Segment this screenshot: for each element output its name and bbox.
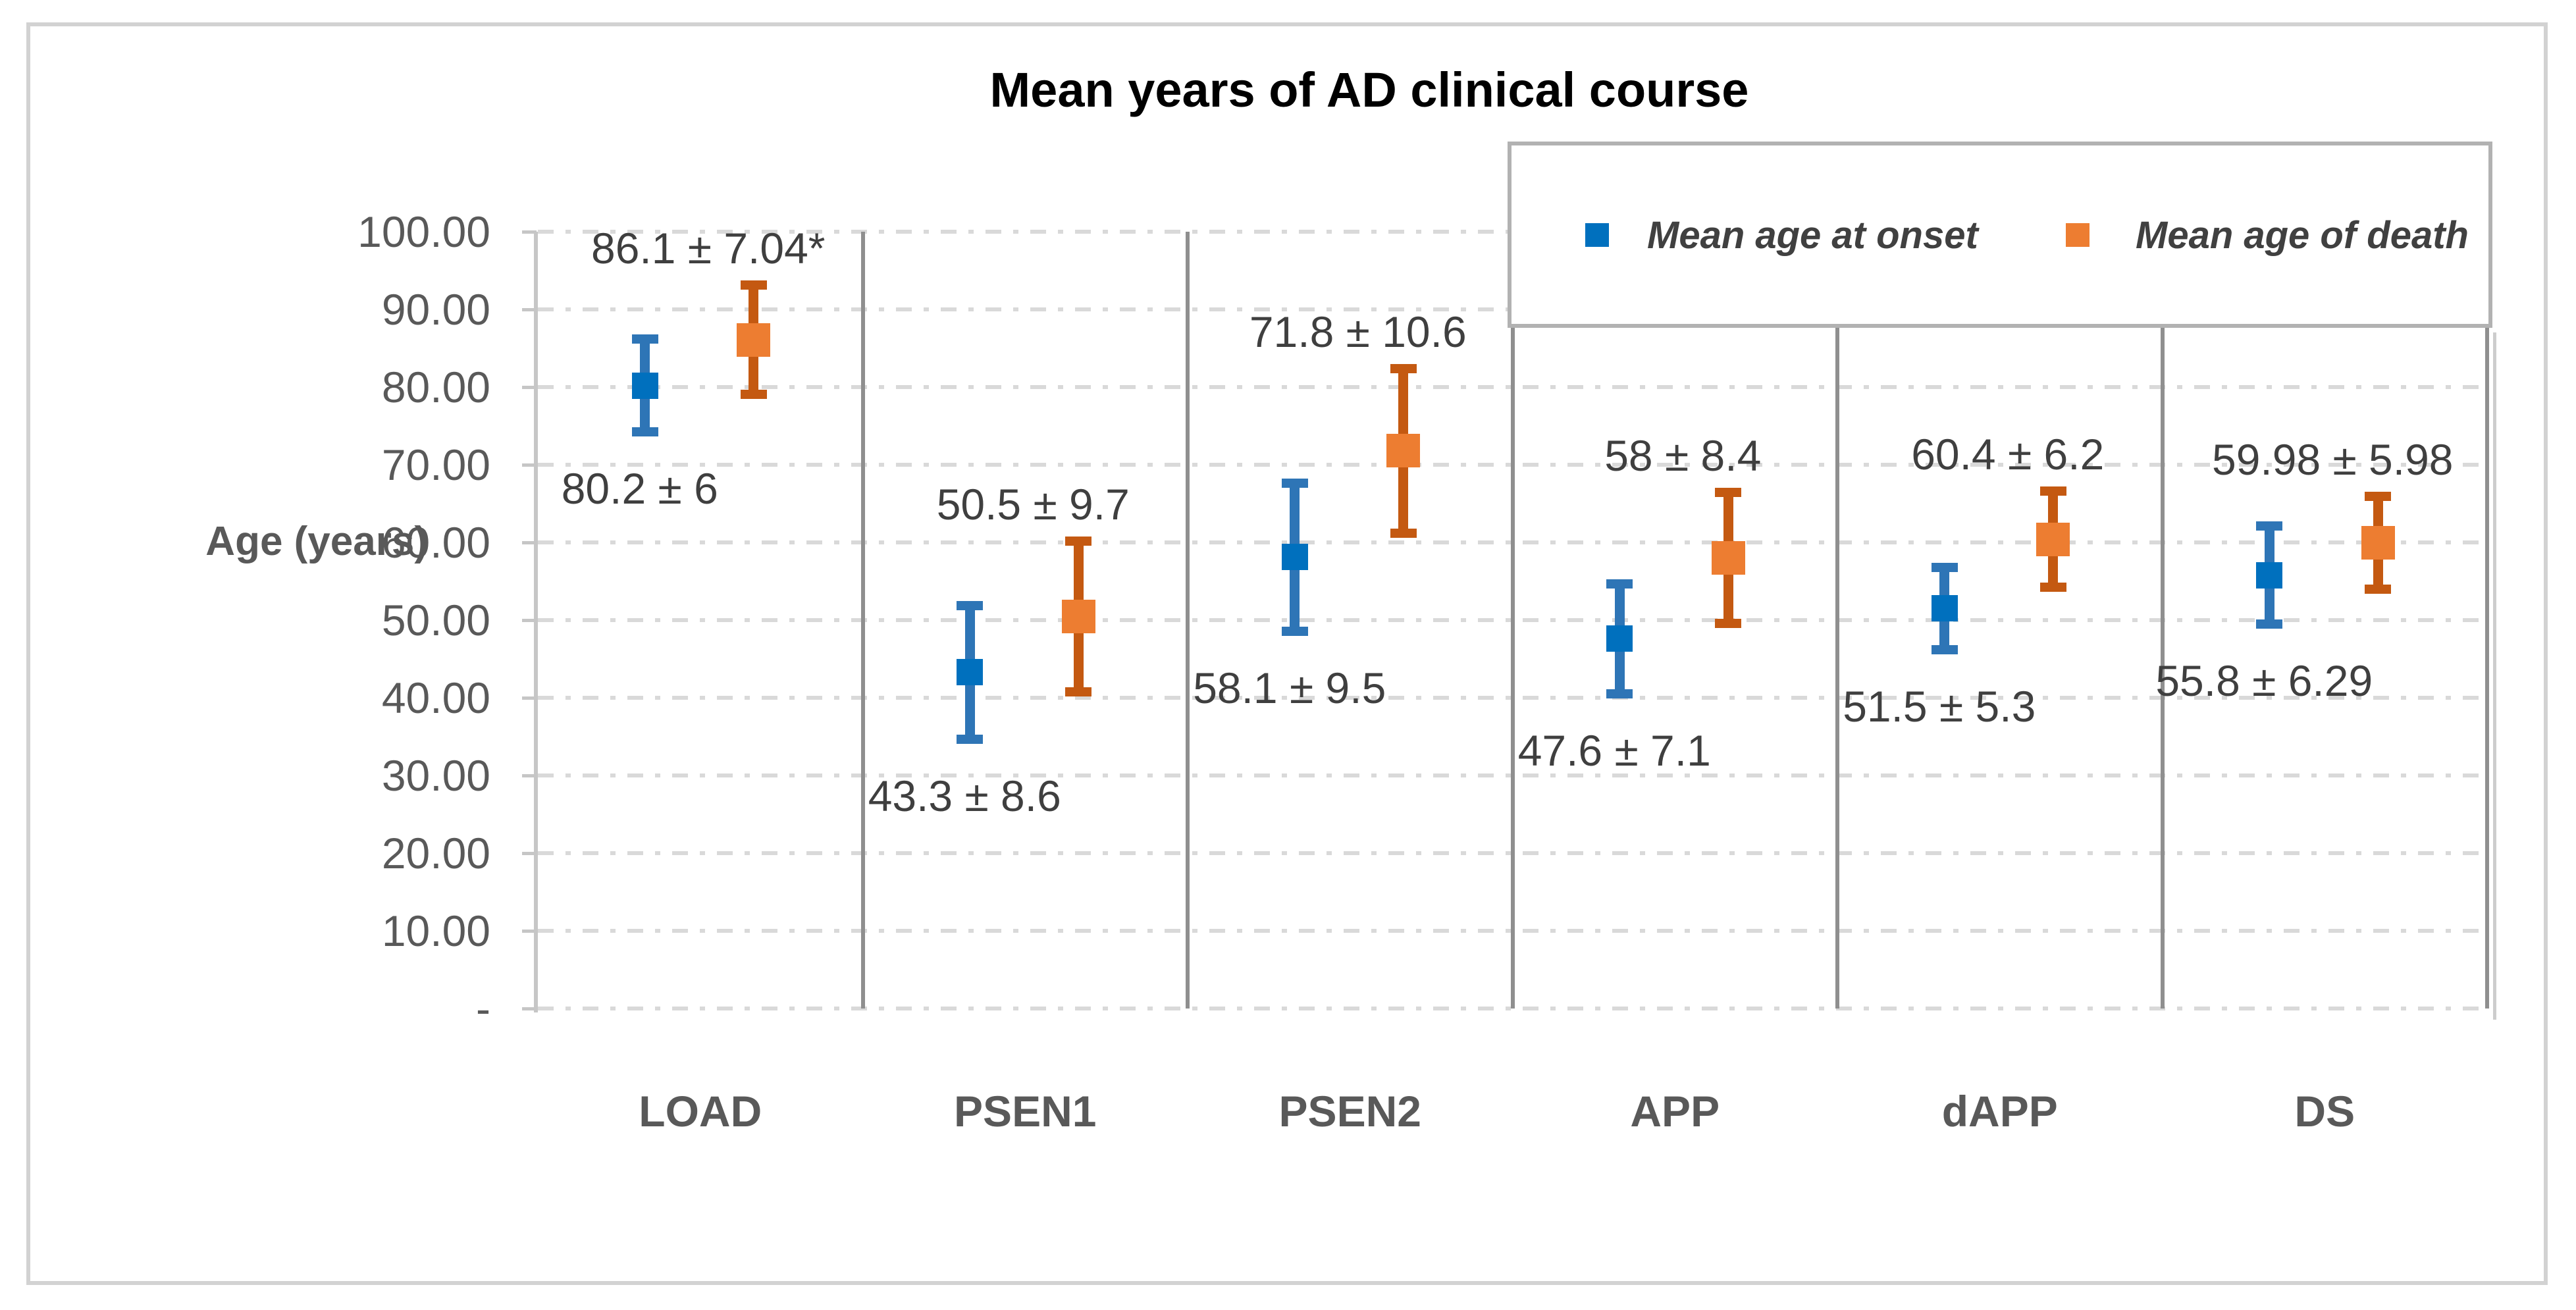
y-tick-label: 30.00 [381,751,490,800]
data-label-PSEN1-death: 50.5 ± 9.7 [936,479,1130,529]
y-axis-tick [522,774,537,777]
error-bar-cap-bottom [2365,584,2392,594]
death-marker-PSEN1 [1061,599,1095,633]
legend-label-death: Mean age of death [2136,214,2469,257]
y-axis-tick [522,852,537,855]
legend-label-onset: Mean age at onset [1647,214,1978,257]
data-label-PSEN2-onset: 58.1 ± 9.5 [1193,663,1386,712]
onset-marker-LOAD [631,372,658,399]
onset-marker-DS [2256,562,2283,589]
y-axis-tick [522,930,537,933]
panel-divider [2160,232,2165,1009]
data-label-PSEN2-death: 71.8 ± 10.6 [1249,307,1467,356]
death-marker-PSEN2 [1386,434,1421,468]
death-marker-DS [2361,525,2395,560]
error-bar-cap-bottom [1931,644,1958,654]
error-bar-cap-bottom [1390,528,1417,538]
error-bar-cap-top [957,600,984,610]
error-bar-cap-top [2256,521,2283,531]
y-axis-tick [522,619,537,622]
panel-divider [860,232,865,1009]
error-bar-cap-bottom [2256,619,2283,629]
error-bar-cap-top [631,334,658,344]
error-bar-cap-bottom [1281,626,1308,636]
data-label-LOAD-death: 86.1 ± 7.04* [591,223,826,273]
onset-marker-APP [1606,625,1633,652]
error-bar-cap-top [1715,488,1742,498]
panel-divider [1835,232,1839,1009]
error-bar-cap-bottom [957,734,984,744]
death-marker-APP [1711,541,1745,575]
error-bar-cap-top [2365,491,2392,501]
legend-box: Mean age at onset Mean age of death [1508,142,2492,328]
error-bar-cap-top [1281,479,1308,488]
data-label-DS-onset: 55.8 ± 6.29 [2155,656,2373,705]
category-label: DS [2294,1087,2355,1136]
y-axis-tick [522,696,537,700]
y-tick-label: 10.00 [381,906,490,955]
panel-divider [2485,232,2489,1009]
y-tick-label: 60.00 [381,518,490,567]
data-label-dAPP-onset: 51.5 ± 5.3 [1843,681,2036,731]
y-axis-tick [522,1007,537,1010]
y-axis-tick [522,541,537,544]
error-bar-cap-bottom [1065,687,1092,696]
category-label: dAPP [1941,1087,2058,1136]
chart-title: Mean years of AD clinical course [989,63,1749,117]
y-tick-label: 70.00 [381,440,490,489]
data-label-DS-death: 59.98 ± 5.98 [2211,434,2454,484]
data-label-APP-onset: 47.6 ± 7.1 [1517,726,1711,775]
y-axis-tick [522,463,537,467]
error-bar-cap-bottom [1715,618,1742,628]
y-tick-label: 80.00 [381,363,490,411]
category-label: PSEN2 [1278,1087,1421,1136]
category-label: PSEN1 [954,1087,1097,1136]
data-label-PSEN1-onset: 43.3 ± 8.6 [868,771,1061,820]
y-axis-title: Age (years) [205,519,428,564]
death-marker-LOAD [737,323,771,357]
onset-marker-PSEN1 [957,659,984,686]
y-tick-label: 100.00 [357,207,490,256]
error-bar-cap-top [1065,536,1092,546]
y-tick-label: 20.00 [381,829,490,878]
error-bar-cap-top [1606,579,1633,589]
y-axis-tick [522,386,537,389]
error-bar-cap-bottom [1606,689,1633,699]
death-marker-dAPP [2036,522,2070,556]
data-label-LOAD-onset: 80.2 ± 6 [561,464,718,513]
error-bar-cap-top [2039,486,2066,496]
y-axis-tick [522,308,537,311]
error-bar-cap-bottom [2039,583,2066,592]
data-label-APP-death: 58 ± 8.4 [1604,431,1762,481]
panel-divider [1510,232,1515,1009]
error-bar-cap-bottom [631,427,658,437]
onset-marker-dAPP [1931,595,1958,622]
category-label: APP [1630,1087,1720,1136]
plot-right-edge-shadow [2493,332,2496,1020]
error-bar-cap-top [740,280,767,290]
death-legend-marker-icon [2066,223,2090,247]
gridline [538,1007,2487,1010]
error-bar-cap-top [1931,562,1958,572]
y-tick-label: 90.00 [381,285,490,334]
error-bar-cap-bottom [740,390,767,400]
category-label: LOAD [639,1087,762,1136]
onset-legend-marker-icon [1585,223,1609,247]
data-label-dAPP-death: 60.4 ± 6.2 [1911,430,2105,479]
y-tick-label: 40.00 [381,673,490,722]
y-axis-tick [522,230,537,234]
panel-divider [1186,232,1190,1009]
error-bar-cap-top [1390,363,1417,373]
onset-marker-PSEN2 [1281,544,1308,571]
y-axis-line [534,232,538,1012]
y-tick-label: - [476,984,490,1033]
y-tick-label: 50.00 [381,596,490,644]
